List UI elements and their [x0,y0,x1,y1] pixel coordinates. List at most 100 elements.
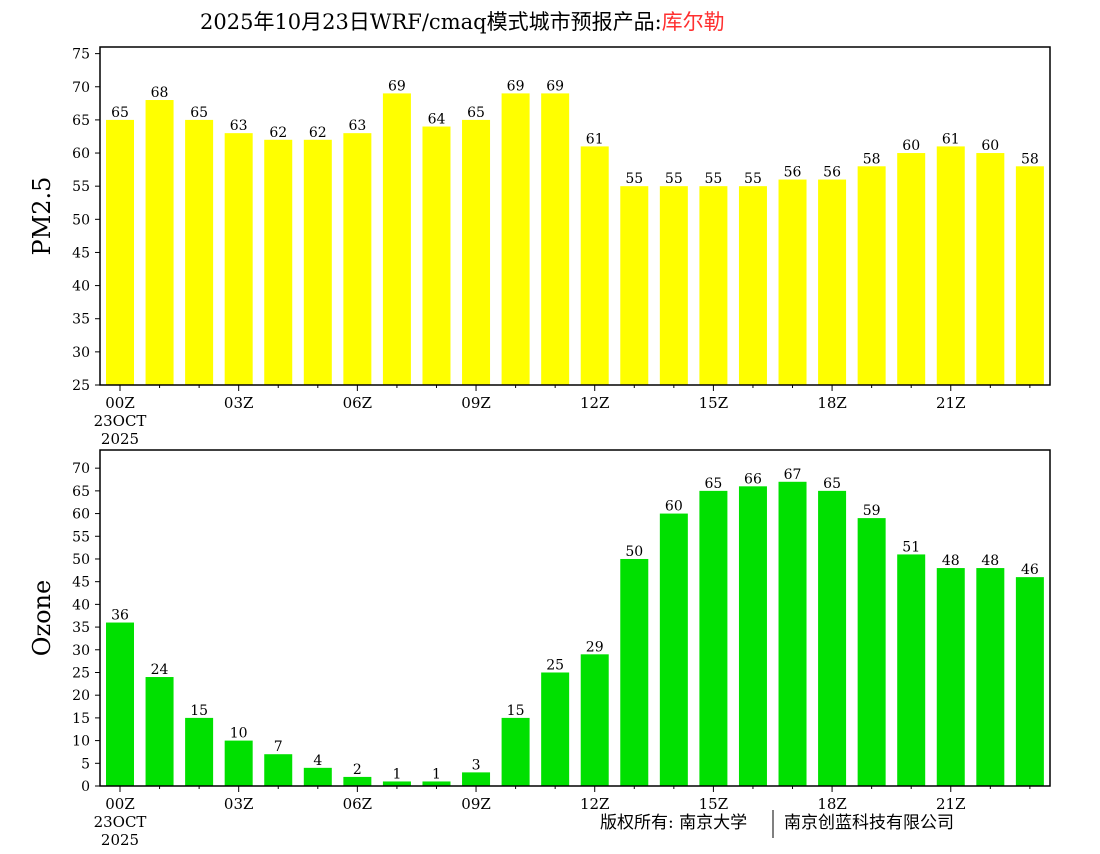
pm25-bar [857,166,886,385]
pm25-data-label: 61 [586,131,604,147]
ozone-ytick-label: 60 [72,507,90,523]
ozone-ytick-label: 55 [72,529,90,545]
ozone-data-label: 66 [744,471,762,487]
ozone-data-label: 67 [784,467,802,483]
pm25-bar [462,119,491,385]
pm25-bar [382,93,411,386]
pm25-ytick-label: 50 [72,212,90,228]
ozone-bar [699,490,728,786]
ozone-bar [857,518,886,786]
ozone-data-label: 65 [823,476,841,492]
ozone-data-label: 7 [274,739,283,755]
pm25-data-label: 55 [744,171,762,187]
ozone-bar [541,672,570,786]
pm25-bar [303,139,332,385]
ozone-data-label: 15 [190,703,208,719]
pm25-bar [778,179,807,385]
ozone-data-label: 36 [111,608,129,624]
pm25-bar [422,126,451,385]
pm25-ytick-label: 70 [72,80,90,96]
pm25-ytick-label: 35 [72,312,90,328]
ozone-ytick-label: 45 [72,575,90,591]
pm25-data-label: 63 [230,118,248,134]
pm25-xtick-label: 21Z [936,394,966,412]
ozone-ytick-label: 15 [72,711,90,727]
pm25-bar [659,186,688,385]
ozone-bar [818,490,847,786]
pm25-data-label: 69 [546,78,564,94]
pm25-bar [620,186,649,385]
ozone-data-label: 59 [863,503,881,519]
ozone-bar [501,717,530,786]
ozone-ytick-label: 10 [72,734,90,750]
pm25-data-label: 65 [467,105,485,121]
ozone-bar [462,772,491,786]
ozone-data-label: 10 [230,726,248,742]
ozone-data-label: 1 [392,766,401,782]
pm25-data-label: 65 [111,105,129,121]
ozone-xtick-label: 21Z [936,795,966,813]
pm25-data-label: 55 [625,171,643,187]
pm25-bar [145,100,174,386]
ozone-data-label: 46 [1021,562,1039,578]
ozone-ylabel: Ozone [28,580,56,656]
pm25-bar [976,153,1005,385]
pm25-xtick-label: 18Z [817,394,847,412]
pm25-data-label: 56 [784,165,802,181]
ozone-data-label: 4 [313,753,322,769]
pm25-date-label: 23OCT [94,412,147,430]
ozone-bar [620,558,649,786]
pm25-bar [818,179,847,385]
ozone-bar [382,781,411,786]
pm25-data-label: 60 [981,138,999,154]
pm25-data-label: 62 [269,125,287,141]
pm25-ytick-label: 25 [72,378,90,394]
pm25-bar [185,119,214,385]
ozone-bar [580,654,609,786]
pm25-ytick-label: 55 [72,179,90,195]
ozone-bar [1015,577,1044,786]
pm25-date-year: 2025 [101,430,139,448]
ozone-data-label: 29 [586,639,604,655]
ozone-bar [145,677,174,786]
ozone-ytick-label: 50 [72,552,90,568]
ozone-ytick-label: 40 [72,597,90,613]
pm25-ytick-label: 75 [72,47,90,63]
ozone-bar [778,481,807,786]
pm25-bar [224,133,253,385]
pm25-bar [106,119,134,385]
pm25-data-label: 60 [902,138,920,154]
ozone-bar [897,554,926,786]
pm25-xtick-label: 00Z [105,394,135,412]
chart-title: 2025年10月23日WRF/cmaq模式城市预报产品:库尔勒 [200,10,725,34]
ozone-ytick-label: 5 [81,756,90,772]
pm25-bar [738,186,767,385]
pm25-bar [699,186,728,385]
pm25-bar [501,93,530,386]
pm25-data-label: 58 [863,151,881,167]
pm25-bar [264,139,293,385]
pm25-data-label: 56 [823,165,841,181]
ozone-bar [659,513,688,786]
ozone-xtick-label: 03Z [224,795,254,813]
ozone-ytick-label: 70 [72,461,90,477]
ozone-xtick-label: 15Z [699,795,729,813]
ozone-data-label: 51 [902,539,920,555]
pm25-data-label: 69 [388,78,406,94]
pm25-xtick-label: 03Z [224,394,254,412]
ozone-bar [224,740,253,786]
ozone-bar [976,568,1005,786]
ozone-date-year: 2025 [101,831,139,849]
pm25-ytick-label: 45 [72,245,90,261]
ozone-xtick-label: 09Z [461,795,491,813]
company-text: 南京创蓝科技有限公司 [784,813,954,833]
ozone-xtick-label: 00Z [105,795,135,813]
ozone-data-label: 25 [546,657,564,673]
pm25-bar [580,146,609,385]
ozone-data-label: 65 [704,476,722,492]
ozone-ytick-label: 25 [72,665,90,681]
ozone-bar [185,717,214,786]
pm25-data-label: 63 [348,118,366,134]
